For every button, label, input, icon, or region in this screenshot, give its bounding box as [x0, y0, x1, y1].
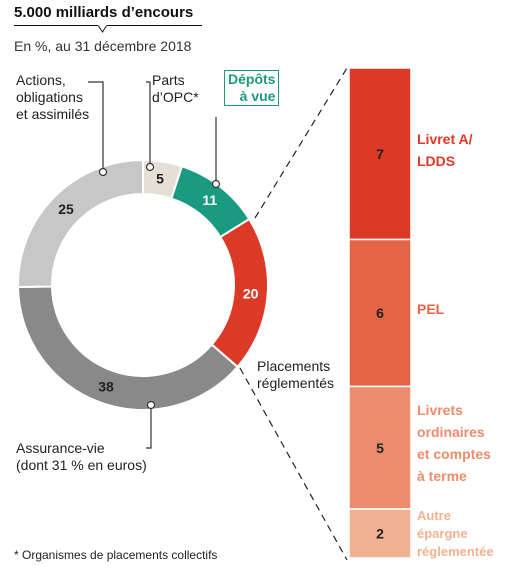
- bar-value-2: 5: [376, 440, 384, 456]
- chart-subtitle: En %, au 31 décembre 2018: [14, 38, 192, 54]
- label-assurance: Assurance-vie (dont 31 % en euros): [16, 440, 147, 474]
- donut-slice-2: [210, 217, 269, 369]
- donut-value-0: 5: [156, 170, 164, 186]
- label-depots-line-1: Dépôts: [228, 71, 276, 87]
- label-assurance-line-2: (dont 31 % en euros): [16, 457, 147, 473]
- leader-dot-depots: [211, 179, 221, 189]
- title-underline: [14, 25, 202, 26]
- footnote: * Organismes de placements collectifs: [14, 548, 218, 562]
- connector-bottom: [239, 367, 348, 561]
- label-opc-line-1: Parts: [152, 72, 185, 88]
- donut-value-3: 38: [98, 378, 114, 394]
- title-pointer: [98, 25, 107, 33]
- bar-segment-3: [348, 508, 412, 559]
- label-opc: Parts d’OPC*: [152, 72, 199, 106]
- label-reglementes: Placements réglementés: [257, 358, 334, 392]
- bar-segment-0: [348, 67, 412, 241]
- label-reglementes-line-1: Placements: [257, 358, 331, 374]
- label-actions: Actions, obligations et assimilés: [16, 72, 89, 123]
- label-actions-line-3: et assimilés: [16, 106, 90, 122]
- leader-dot-opc: [145, 162, 155, 172]
- leader-dot-assurance: [146, 400, 156, 410]
- bar-label-autre-epargne: Autre épargne réglementée: [417, 508, 494, 559]
- bar-label-livret-a: Livret A/LDDS: [417, 131, 473, 169]
- label-depots: Dépôts à vue: [224, 70, 280, 106]
- leader-dot-actions: [98, 167, 108, 177]
- bar-value-0: 7: [376, 146, 384, 162]
- bar-label-livrets-ordinaires: Livrets ordinaires et comptes à terme: [417, 402, 491, 484]
- label-reglementes-line-2: réglementés: [257, 375, 335, 391]
- donut-value-2: 20: [243, 286, 259, 302]
- donut-slice-4: [17, 158, 144, 288]
- bar-segment-2: [348, 385, 412, 510]
- donut-value-4: 25: [58, 201, 74, 217]
- bar-value-3: 2: [376, 526, 384, 542]
- label-opc-line-2: d’OPC*: [152, 89, 199, 105]
- label-actions-line-1: Actions,: [16, 72, 66, 88]
- bar-segment-1: [348, 238, 412, 388]
- bar-label-pel: PEL: [417, 301, 445, 317]
- donut-value-1: 11: [202, 192, 217, 208]
- label-assurance-line-1: Assurance-vie: [16, 440, 105, 456]
- leader-actions: [88, 81, 104, 172]
- label-actions-line-2: obligations: [16, 89, 83, 105]
- leader-assurance: [146, 405, 152, 449]
- bar-value-1: 6: [376, 305, 384, 321]
- chart-title: 5.000 milliards d’encours: [14, 4, 194, 21]
- label-depots-line-2: à vue: [239, 88, 276, 104]
- leader-opc: [146, 81, 151, 167]
- connector-top: [254, 67, 348, 219]
- donut-slice-3: [16, 285, 239, 411]
